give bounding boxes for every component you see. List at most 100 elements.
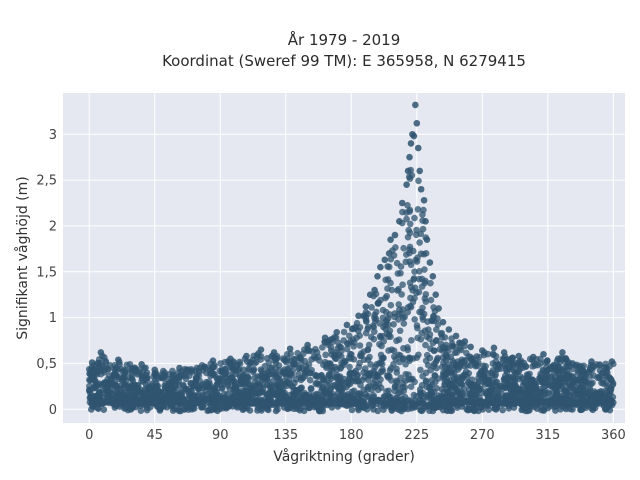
data-point — [300, 350, 307, 357]
data-point — [340, 328, 348, 336]
data-point — [406, 153, 413, 161]
data-point — [198, 404, 205, 411]
data-point — [522, 407, 529, 415]
data-point — [458, 400, 465, 407]
data-point — [450, 359, 458, 367]
data-point — [431, 372, 439, 379]
data-point — [429, 403, 437, 411]
data-point — [430, 317, 438, 325]
data-point — [511, 369, 519, 376]
data-point — [292, 355, 299, 363]
data-point — [403, 215, 410, 223]
data-point — [333, 328, 341, 336]
data-point — [404, 308, 411, 316]
data-point — [348, 394, 356, 402]
data-point — [407, 383, 415, 391]
data-point — [392, 244, 399, 251]
data-point — [492, 371, 499, 378]
data-point — [381, 256, 389, 264]
data-point — [420, 196, 428, 204]
data-point — [171, 405, 178, 413]
data-point — [419, 389, 427, 397]
data-point — [214, 376, 221, 383]
data-point — [208, 385, 215, 393]
data-point — [374, 273, 381, 280]
data-point — [95, 405, 102, 413]
data-point — [411, 214, 418, 222]
data-point — [398, 199, 406, 207]
data-point — [240, 366, 247, 374]
data-point — [435, 305, 442, 312]
data-point — [243, 352, 250, 360]
data-point — [429, 273, 437, 280]
data-point — [193, 364, 201, 372]
data-point — [265, 368, 272, 375]
data-point — [270, 349, 278, 356]
data-point — [332, 334, 340, 342]
data-point — [315, 406, 323, 414]
data-point — [343, 378, 350, 386]
data-point — [394, 270, 402, 277]
data-point — [291, 379, 298, 387]
data-point — [336, 374, 344, 382]
data-point — [366, 291, 374, 298]
data-point — [348, 388, 356, 395]
data-point — [366, 353, 373, 361]
data-point — [470, 406, 478, 413]
data-point — [203, 369, 210, 377]
data-point — [411, 268, 418, 275]
data-point — [382, 276, 389, 284]
y-axis-ticks: 0 0,5 1 1,5 2 2,5 3 — [36, 128, 57, 418]
data-point — [603, 368, 610, 375]
data-point — [313, 379, 321, 387]
data-point — [402, 360, 409, 368]
data-point — [354, 327, 362, 335]
data-point — [511, 376, 519, 383]
data-point — [387, 255, 395, 263]
data-point — [243, 358, 251, 365]
data-point — [554, 355, 562, 363]
data-point — [562, 387, 569, 395]
data-point — [408, 403, 416, 410]
data-point — [450, 380, 457, 388]
data-point — [356, 342, 364, 349]
data-point — [97, 349, 105, 356]
data-point — [522, 362, 530, 370]
data-point — [559, 349, 566, 356]
data-point — [504, 374, 512, 381]
data-point — [548, 398, 556, 406]
data-point — [558, 374, 566, 381]
data-point — [421, 266, 428, 273]
y-tick-label: 3 — [49, 128, 57, 143]
data-point — [190, 382, 198, 390]
data-point — [476, 370, 483, 378]
data-point — [451, 349, 459, 356]
data-point — [233, 384, 240, 391]
data-point — [348, 406, 356, 414]
data-point — [523, 371, 531, 378]
data-point — [151, 366, 159, 374]
data-point — [399, 208, 406, 216]
data-point — [433, 337, 440, 344]
data-point — [396, 218, 403, 225]
data-point — [297, 355, 305, 363]
data-point — [591, 404, 599, 412]
data-point — [419, 211, 426, 218]
data-point — [371, 286, 378, 294]
data-point — [439, 343, 447, 351]
data-point — [286, 370, 294, 378]
data-point — [537, 360, 544, 367]
data-point — [221, 358, 229, 366]
data-point — [499, 355, 507, 363]
data-point — [313, 390, 320, 398]
data-point — [395, 301, 403, 308]
data-point — [370, 335, 378, 343]
data-point — [127, 398, 134, 405]
data-point — [416, 167, 424, 175]
data-point — [256, 389, 264, 397]
data-point — [469, 358, 476, 365]
data-point — [452, 343, 459, 351]
data-point — [402, 370, 410, 378]
data-point — [422, 218, 429, 225]
data-point — [385, 263, 393, 271]
